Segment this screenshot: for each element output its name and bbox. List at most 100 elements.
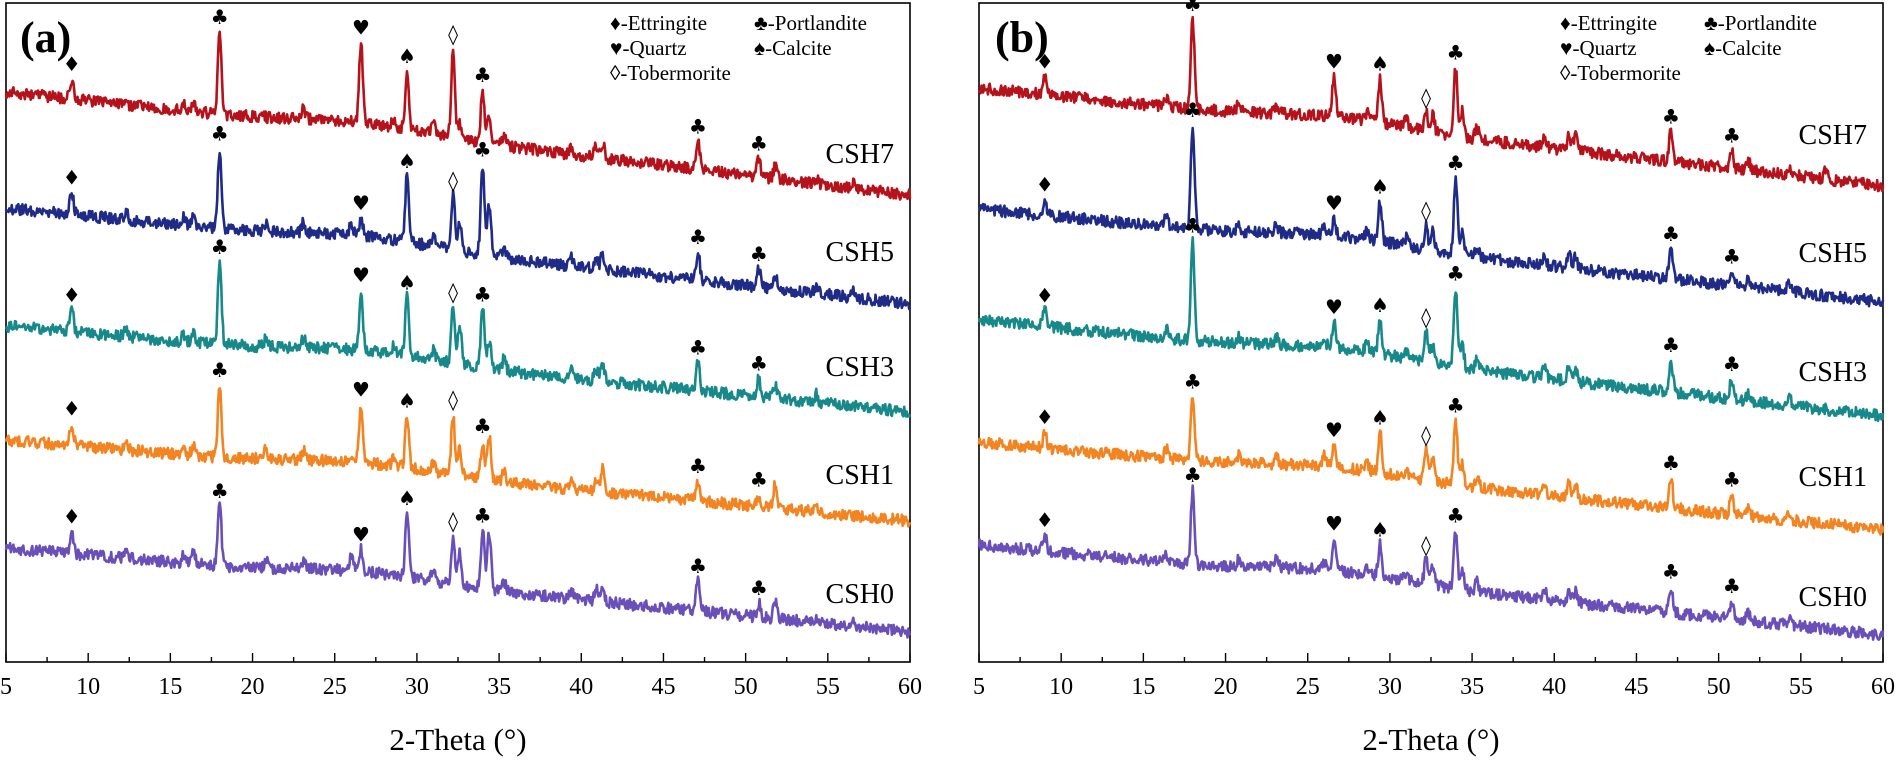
peak-marker: ♣ [474,283,492,307]
series-label-csh3: CSH3 [826,352,894,383]
peak-marker: ♠ [1371,293,1389,317]
peak-marker: ♣ [1184,0,1202,16]
peak-marker: ◊ [448,280,458,304]
peak-marker: ♣ [474,503,492,527]
peak-marker: ♦ [1036,50,1054,74]
peak-marker: ♣ [1447,504,1465,528]
peak-marker: ♣ [1447,394,1465,418]
peak-marker: ◊ [448,388,458,412]
x-tick-label: 15 [1131,674,1155,700]
peak-marker: ♣ [750,352,768,376]
legend-entry: ♥-Quartz [1560,36,1637,60]
peak-marker: ♣ [1184,98,1202,122]
peak-marker: ◊ [1421,423,1431,447]
peak-marker: ♣ [1447,41,1465,65]
peak-marker: ♣ [1447,151,1465,175]
peak-marker: ♣ [1723,352,1741,376]
peak-marker: ♣ [1662,105,1680,129]
peak-marker: ♦ [63,165,81,189]
peak-marker: ♥ [1325,418,1343,442]
panel-a-traces [4,30,912,639]
peak-marker: ♠ [398,44,416,68]
series-label-csh7: CSH7 [1799,120,1867,151]
series-label-csh3: CSH3 [1799,357,1867,388]
peak-marker: ♦ [1036,508,1054,532]
peak-marker: ◊ [1421,533,1431,557]
panel-b-label: (b) [995,13,1049,62]
trace-csh7 [4,30,912,201]
panel-a-x-ticks: 5 10 15 20 25 30 35 40 45 50 55 60 [0,653,922,700]
panel-b-x-axis-label: 2-Theta (°) [1362,722,1499,757]
panel-b-x-ticks: 5 10 15 20 25 30 35 40 45 50 55 60 [973,653,1895,700]
peak-marker: ♣ [1662,451,1680,475]
panel-b-series-labels: CSH7 CSH5 CSH3 CSH1 CSH0 [1799,120,1867,613]
x-tick-label: 30 [405,674,429,700]
x-tick-label: 50 [734,674,758,700]
x-tick-label: 20 [241,674,265,700]
legend-entry: ♠-Calcite [1704,36,1782,60]
peak-marker: ♣ [689,336,707,360]
panel-b-traces [977,15,1885,641]
peak-marker: ♣ [750,468,768,492]
x-tick-label: 35 [487,674,511,700]
peak-marker: ◊ [448,22,458,46]
series-label-csh5: CSH5 [826,237,894,268]
series-label-csh1: CSH1 [826,460,894,491]
peak-marker: ♥ [352,522,370,546]
panel-a: (a) 2-Theta (°) 5 10 15 20 25 30 35 40 45 50 55 60 … [0,2,922,757]
panel-a-peak-markers: ♦ ♣ ♥ ♠ ◊ ♣ ♣ ♣ ♦ ♣ ♥ ♠ ◊ ♣ ♣ ♣ ♦ ♣ ♥ ♠ ◊ ♣ ♣ ♣ ♦ ♣ ♥ ♠ ◊ ♣ ♣ ♣ ♦ ♣ ♥ ♠ ◊ ♣ ♣ ♣ [63,5,768,600]
trace-csh7 [977,15,1885,193]
panel-a-series-labels: CSH7 CSH5 CSH3 CSH1 CSH0 [826,139,894,610]
x-tick-label: 60 [1871,674,1895,700]
x-tick-label: 15 [158,674,182,700]
peak-marker: ♥ [352,263,370,287]
legend-entry: ♠-Calcite [754,36,832,60]
x-tick-label: 5 [973,674,985,700]
x-tick-label: 40 [1542,674,1566,700]
legend-entry: ♣-Portlandite [754,11,867,35]
peak-marker: ♣ [211,479,229,503]
peak-marker: ♣ [1723,124,1741,148]
trace-csh1 [977,397,1885,536]
peak-marker: ♦ [1036,405,1054,429]
peak-marker: ♠ [398,486,416,510]
panel-b-legend: ♦-Ettringite ♣-Portlandite ♥-Quartz ♠-Calci… [1560,11,1817,85]
peak-marker: ♣ [1723,574,1741,598]
peak-marker: ♣ [474,414,492,438]
legend-entry: ◊-Tobermorite [610,61,731,85]
series-label-csh0: CSH0 [1799,582,1867,613]
x-tick-label: 5 [0,674,12,700]
panel-a-label: (a) [20,13,71,62]
panel-b-peak-markers: ♦ ♣ ♥ ♠ ◊ ♣ ♣ ♣ ♦ ♣ ♥ ♠ ◊ ♣ ♣ ♣ ♦ ♣ ♥ ♠ ◊ ♣ ♣ ♣ ♦ ♣ ♥ ♠ ◊ ♣ ♣ ♣ ♦ ♣ ♥ ♠ ◊ ♣ ♣ ♣ [1036,0,1741,598]
peak-marker: ♠ [1371,517,1389,541]
peak-marker: ◊ [1421,86,1431,110]
peak-marker: ♣ [689,554,707,578]
peak-marker: ♦ [63,283,81,307]
panel-a-legend: ♦-Ettringite ♣-Portlandite ♥-Quartz ♠-Calci… [610,11,867,85]
peak-marker: ♦ [63,396,81,420]
peak-marker: ♣ [1662,222,1680,246]
legend-entry: ♦-Ettringite [610,11,707,35]
peak-marker: ♥ [1325,191,1343,215]
peak-marker: ♣ [1447,262,1465,286]
trace-csh0 [4,501,912,639]
peak-marker: ♣ [1662,560,1680,584]
peak-marker: ◊ [1421,198,1431,222]
peak-marker: ♣ [1723,467,1741,491]
peak-marker: ♣ [1723,244,1741,268]
peak-marker: ♥ [1325,295,1343,319]
peak-marker: ♥ [352,191,370,215]
peak-marker: ♦ [1036,283,1054,307]
x-tick-label: 25 [1296,674,1320,700]
peak-marker: ♠ [1371,175,1389,199]
peak-marker: ♥ [352,377,370,401]
panel-b: (b) 2-Theta (°) 5 10 15 20 25 30 35 40 45 50 55 60 … [973,0,1895,757]
peak-marker: ◊ [448,509,458,533]
trace-csh3 [977,236,1885,423]
peak-marker: ♦ [1036,172,1054,196]
peak-marker: ♣ [689,114,707,138]
x-tick-label: 25 [323,674,347,700]
series-label-csh0: CSH0 [826,579,894,610]
peak-marker: ♣ [689,454,707,478]
